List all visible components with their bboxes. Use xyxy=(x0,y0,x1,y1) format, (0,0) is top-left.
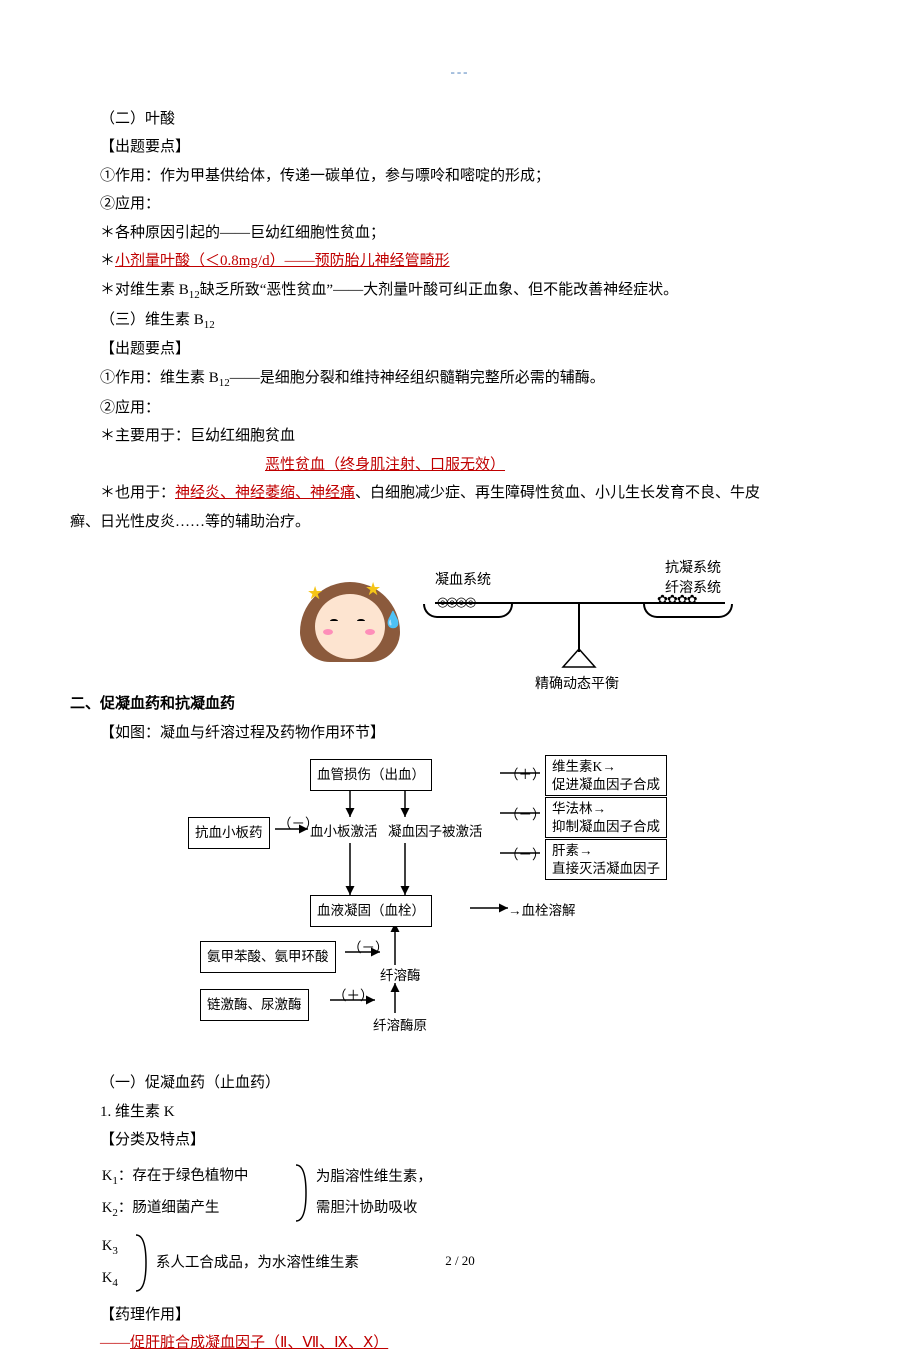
line: ——促肝脏合成凝血因子（Ⅱ、Ⅶ、Ⅸ、Ⅹ） xyxy=(70,1329,850,1358)
balance-illustration: ★★ 💧 凝血系统 抗凝系统 纤溶系统 ◎◎◎◎ ✿✿✿✿ 精确动态平衡 xyxy=(70,554,850,684)
line: 【出题要点】 xyxy=(70,335,850,364)
text: ＊对维生素 B xyxy=(100,282,189,298)
flow-box: 链激酶、尿激酶 xyxy=(200,989,309,1021)
subscript: 12 xyxy=(219,377,230,389)
emphasis-text: 促肝脏合成凝血因子（Ⅱ、Ⅶ、Ⅸ、Ⅹ） xyxy=(130,1335,388,1351)
line: 【分类及特点】 xyxy=(70,1126,850,1155)
line: （一）促凝血药（止血药） xyxy=(70,1069,850,1098)
text: ＊也用于： xyxy=(100,485,175,501)
line: ①作用：维生素 B12——是细胞分裂和维持神经组织髓鞘完整所必需的辅酶。 xyxy=(70,364,850,394)
right-bracket-icon xyxy=(292,1163,310,1223)
flow-text: 血小板激活 xyxy=(310,819,378,845)
line: 【出题要点】 xyxy=(70,133,850,162)
vitamin-k12-block: K1：存在于绿色植物中 K2：肠道细菌产生 为脂溶性维生素， 需胆汁协助吸收 xyxy=(102,1161,850,1225)
line: 癣、日光性皮炎……等的辅助治疗。 xyxy=(70,508,850,537)
balance-scale: 凝血系统 抗凝系统 纤溶系统 ◎◎◎◎ ✿✿✿✿ 精确动态平衡 xyxy=(415,554,745,684)
document-body: （二）叶酸 【出题要点】 ①作用：作为甲基供给体，传递一碳单位，参与嘌呤和嘧啶的… xyxy=(70,105,850,1358)
text: 缺乏所致“恶性贫血”——大剂量叶酸可纠正血象、但不能改善神经症状。 xyxy=(200,282,678,298)
flow-text: 纤溶酶 xyxy=(380,963,421,989)
flow-sign: （＋） xyxy=(505,762,546,788)
line: ②应用： xyxy=(70,190,850,219)
section-2-sub: 【如图：凝血与纤溶过程及药物作用环节】 xyxy=(70,719,850,748)
text: ①作用：维生素 B xyxy=(100,370,219,386)
header-mark: --- xyxy=(70,60,850,85)
flow-text: 凝血因子被激活 xyxy=(388,819,483,845)
flow-sign: （－） xyxy=(505,802,546,828)
subscript: 12 xyxy=(204,319,215,331)
line: ＊主要用于：巨幼红细胞贫血 xyxy=(70,422,850,451)
flow-text: →血栓溶解 xyxy=(508,898,576,924)
line: ①作用：作为甲基供给体，传递一碳单位，参与嘌呤和嘧啶的形成； xyxy=(70,162,850,191)
flow-box: 血管损伤（出血） xyxy=(310,759,432,791)
cartoon-face: ★★ 💧 xyxy=(295,574,405,684)
emphasis-text: 恶性贫血（终身肌注射、口服无效） xyxy=(265,457,505,473)
text: ——是细胞分裂和维持神经组织髓鞘完整所必需的辅酶。 xyxy=(230,370,605,386)
coagulation-flowchart: 血管损伤（出血） （＋） 维生素K→ 促进凝血因子合成 抗血小板药 （－） 血小… xyxy=(170,755,750,1055)
line: ②应用： xyxy=(70,394,850,423)
text: —— xyxy=(100,1335,130,1351)
flow-text: 纤溶酶原 xyxy=(373,1013,427,1039)
line: 【药理作用】 xyxy=(70,1301,850,1330)
line: ＊对维生素 B12缺乏所致“恶性贫血”——大剂量叶酸可纠正血象、但不能改善神经症… xyxy=(70,276,850,306)
text: ＊ xyxy=(100,253,115,269)
emphasis-text: 小剂量叶酸（＜0.8mg/d）——预防胎儿神经管畸形 xyxy=(115,253,450,269)
text: 、白细胞减少症、再生障碍性贫血、小儿生长发育不良、牛皮 xyxy=(355,485,760,501)
subscript: 12 xyxy=(189,289,200,301)
page-footer: 2 / 20 xyxy=(0,1249,920,1274)
scale-caption: 精确动态平衡 xyxy=(535,672,619,699)
flow-sign: （－） xyxy=(348,935,389,961)
line: （二）叶酸 xyxy=(70,105,850,134)
line: 1. 维生素 K xyxy=(70,1098,850,1127)
flow-box: 肝素→ 直接灭活凝血因子 xyxy=(545,839,667,880)
flow-box: 氨甲苯酸、氨甲环酸 xyxy=(200,941,336,973)
flow-box: 华法林→ 抑制凝血因子合成 xyxy=(545,797,667,838)
flow-box: 维生素K→ 促进凝血因子合成 xyxy=(545,755,667,796)
flow-sign: （＋） xyxy=(333,983,374,1009)
flow-box: 抗血小板药 xyxy=(188,817,270,849)
section-2-title: 二、促凝血药和抗凝血药 xyxy=(70,690,850,719)
flow-sign: （－） xyxy=(505,842,546,868)
flow-box: 血液凝固（血栓） xyxy=(310,895,432,927)
emphasis-text: 神经炎、神经萎缩、神经痛 xyxy=(175,485,355,501)
line: ＊小剂量叶酸（＜0.8mg/d）——预防胎儿神经管畸形 xyxy=(70,247,850,276)
line: （三）维生素 B12 xyxy=(70,306,850,336)
line: ＊也用于：神经炎、神经萎缩、神经痛、白细胞减少症、再生障碍性贫血、小儿生长发育不… xyxy=(70,479,850,508)
text: （三）维生素 B xyxy=(100,312,204,328)
line: ＊各种原因引起的——巨幼红细胞性贫血； xyxy=(70,219,850,248)
line: 恶性贫血（终身肌注射、口服无效） xyxy=(70,451,850,480)
